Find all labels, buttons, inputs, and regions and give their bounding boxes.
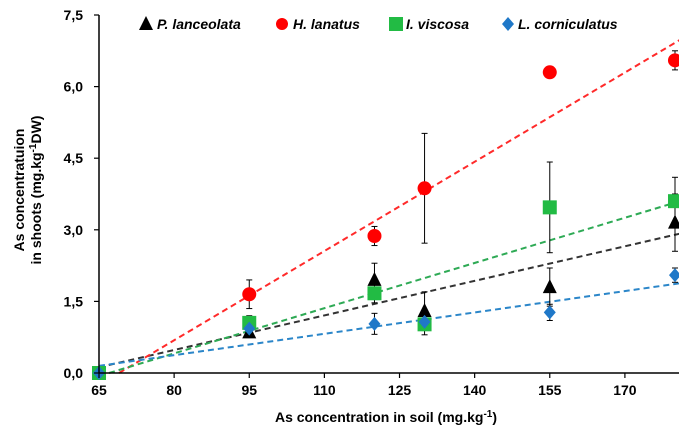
x-tick-label: 155 [538, 382, 562, 398]
data-point-h-lanatus [417, 181, 432, 196]
trend-line-i-viscosa [108, 200, 679, 374]
legend-item-l-corniculatus: L. corniculatus [502, 16, 618, 32]
x-tick-label: 125 [388, 382, 412, 398]
x-tick-label: 110 [313, 382, 336, 398]
x-axis-title-end: ) [492, 409, 497, 425]
y-axis-title-line-2-pre: in shoots (mg.kg [28, 152, 44, 264]
y-tick-label: 0,0 [64, 365, 84, 381]
data-point-l-corniculatus [243, 321, 256, 336]
trend-lines [98, 39, 679, 374]
x-axis-ticks: 65 80 95 110 125 140 155 170 [91, 373, 637, 398]
legend: P. lanceolata H. lanatus I. viscosa L. corn… [139, 16, 618, 32]
legend-label-l-corniculatus: L. corniculatus [518, 16, 618, 32]
x-tick-label: 140 [463, 382, 487, 398]
axes [98, 15, 679, 374]
legend-item-p-lanceolata: P. lanceolata [139, 16, 241, 32]
data-point-i-viscosa [367, 286, 382, 301]
data-point-p-lanceolata [417, 302, 432, 317]
legend-marker-i-viscosa [389, 17, 403, 31]
legend-label-h-lanatus: H. lanatus [293, 16, 360, 32]
x-tick-label: 80 [166, 382, 182, 398]
legend-label-i-viscosa: I. viscosa [406, 16, 469, 32]
legend-marker-h-lanatus [276, 18, 288, 30]
x-tick-label: 170 [613, 382, 637, 398]
y-axis-ticks: 0,0 1,5 3,0 4,5 6,0 7,5 [64, 7, 99, 381]
data-point-p-lanceolata [367, 271, 382, 286]
data-point-l-corniculatus [543, 305, 556, 320]
error-bars [246, 50, 678, 338]
y-axis-title-line-2: in shoots (mg.kg-1DW) [28, 116, 45, 265]
y-tick-label: 6,0 [64, 79, 84, 95]
legend-item-h-lanatus: H. lanatus [276, 16, 360, 32]
x-tick-label: 65 [91, 382, 107, 398]
legend-item-i-viscosa: I. viscosa [389, 16, 469, 32]
data-point-l-corniculatus [368, 316, 381, 331]
y-axis-title-line-2-sup: -1 [28, 143, 39, 152]
data-point-p-lanceolata [667, 214, 679, 229]
x-axis-title: As concentration in soil (mg.kg-1) [275, 409, 497, 426]
y-tick-label: 3,0 [64, 222, 84, 238]
y-axis-title-line-2-post: DW) [28, 116, 44, 144]
trend-line-p-lanceolata [98, 232, 679, 369]
trend-line-l-corniculatus [98, 282, 679, 367]
data-point-h-lanatus [542, 65, 557, 80]
x-tick-label: 95 [241, 382, 257, 398]
data-markers [92, 53, 679, 380]
x-axis-title-text: As concentration in soil (mg.kg [275, 409, 483, 425]
legend-label-p-lanceolata: P. lanceolata [157, 16, 241, 32]
y-tick-label: 4,5 [64, 150, 84, 166]
data-point-h-lanatus [667, 53, 679, 68]
y-axis-title: As concentratuion in shoots (mg.kg-1DW) [11, 116, 44, 265]
y-axis-title-line-1: As concentratuion [11, 129, 27, 252]
data-point-p-lanceolata [542, 279, 557, 294]
x-axis-title-sup: -1 [483, 409, 492, 420]
data-point-i-viscosa [667, 194, 679, 209]
y-tick-label: 7,5 [64, 7, 84, 23]
data-point-h-lanatus [242, 287, 257, 302]
y-tick-label: 1,5 [64, 293, 84, 309]
data-point-l-corniculatus [418, 314, 431, 329]
trend-line-h-lanatus [118, 39, 679, 374]
data-point-l-corniculatus [668, 268, 679, 283]
data-point-h-lanatus [367, 229, 382, 244]
legend-marker-p-lanceolata [139, 16, 153, 30]
legend-marker-l-corniculatus [502, 17, 514, 31]
data-point-i-viscosa [542, 200, 557, 215]
